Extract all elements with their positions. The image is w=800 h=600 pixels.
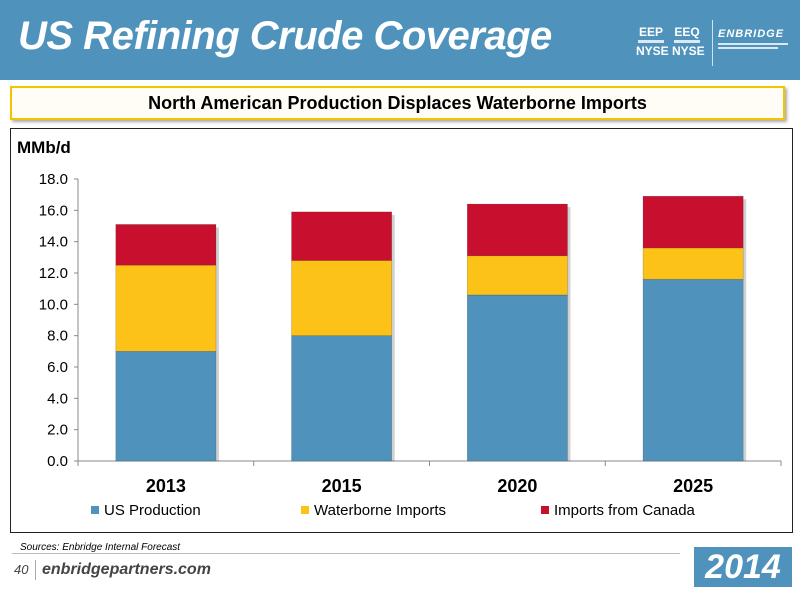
header-banner: US Refining Crude Coverage EEP NYSE EEQ … [0, 0, 800, 80]
bar-shadow [743, 199, 747, 461]
legend-label: Imports from Canada [554, 502, 696, 519]
x-tick-label: 2025 [673, 476, 713, 496]
bar-imports-from-canada [466, 203, 568, 257]
x-tick-label: 2020 [497, 476, 537, 496]
bar-us-production [291, 335, 393, 462]
y-tick-label: 4.0 [47, 390, 68, 407]
bar-us-production [642, 278, 744, 462]
y-tick-label: 18.0 [39, 171, 68, 188]
stacked-bar-chart: MMb/d 0.0 2.0 4.0 6.0 8.0 10.0 12.0 14.0 16.0 18.0… [17, 138, 782, 519]
y-tick-label: 2.0 [47, 422, 68, 439]
ticker-symbol: EEP [638, 25, 663, 39]
y-tick-label: 0.0 [47, 453, 68, 470]
footer-separator [35, 560, 36, 580]
logo-subline [718, 43, 788, 45]
bar-shadow [391, 214, 395, 461]
subtitle-box: North American Production Displaces Wate… [10, 86, 785, 120]
logo-subline [718, 47, 778, 49]
bar-waterborne-imports [642, 247, 744, 280]
bar-us-production [466, 294, 568, 462]
y-tick-label: 16.0 [39, 202, 68, 219]
ticker-eep: EEP NYSE [636, 25, 669, 58]
ticker-divider [638, 40, 664, 43]
bar-waterborne-imports [466, 255, 568, 296]
page-number: 40 [14, 562, 29, 577]
source-note: Sources: Enbridge Internal Forecast [20, 542, 181, 553]
enbridge-logo: ENBRIDGE [718, 28, 794, 49]
ticker-symbol: EEQ [674, 25, 700, 39]
y-tick-label: 10.0 [39, 296, 68, 313]
legend-swatch [301, 506, 309, 514]
bar-waterborne-imports [291, 260, 393, 336]
legend-label: US Production [104, 502, 201, 519]
y-tick-label: 6.0 [47, 359, 68, 376]
footer-rule [12, 553, 680, 554]
header-divider [712, 20, 713, 66]
y-tick-label: 12.0 [39, 265, 68, 282]
y-tick-label: 8.0 [47, 328, 68, 345]
x-tick-label: 2013 [146, 476, 186, 496]
bar-imports-from-canada [115, 224, 217, 266]
bar-imports-from-canada [642, 195, 744, 249]
ticker-divider [674, 40, 700, 43]
chart-frame: MMb/d 0.0 2.0 4.0 6.0 8.0 10.0 12.0 14.0 16.0 18.0… [10, 128, 793, 533]
bar-imports-from-canada [291, 211, 393, 261]
year-badge: 2014 [694, 547, 792, 587]
bar-shadow [215, 227, 219, 461]
bar-us-production [115, 351, 217, 462]
website-link[interactable]: enbridgepartners.com [42, 561, 211, 578]
slide-title: US Refining Crude Coverage [18, 14, 552, 58]
bar-shadow [567, 207, 571, 461]
legend-swatch [541, 506, 549, 514]
x-tick-label: 2015 [322, 476, 362, 496]
legend-swatch [91, 506, 99, 514]
ticker-exchange: NYSE [636, 44, 669, 58]
y-axis-label: MMb/d [17, 138, 71, 157]
legend-label: Waterborne Imports [314, 502, 446, 519]
ticker-exchange: NYSE [672, 44, 705, 58]
bar-waterborne-imports [115, 264, 217, 352]
y-tick-label: 14.0 [39, 234, 68, 251]
ticker-eeq: EEQ NYSE [672, 25, 705, 58]
logo-text: ENBRIDGE [718, 28, 785, 40]
chart-subtitle: North American Production Displaces Wate… [148, 92, 647, 113]
